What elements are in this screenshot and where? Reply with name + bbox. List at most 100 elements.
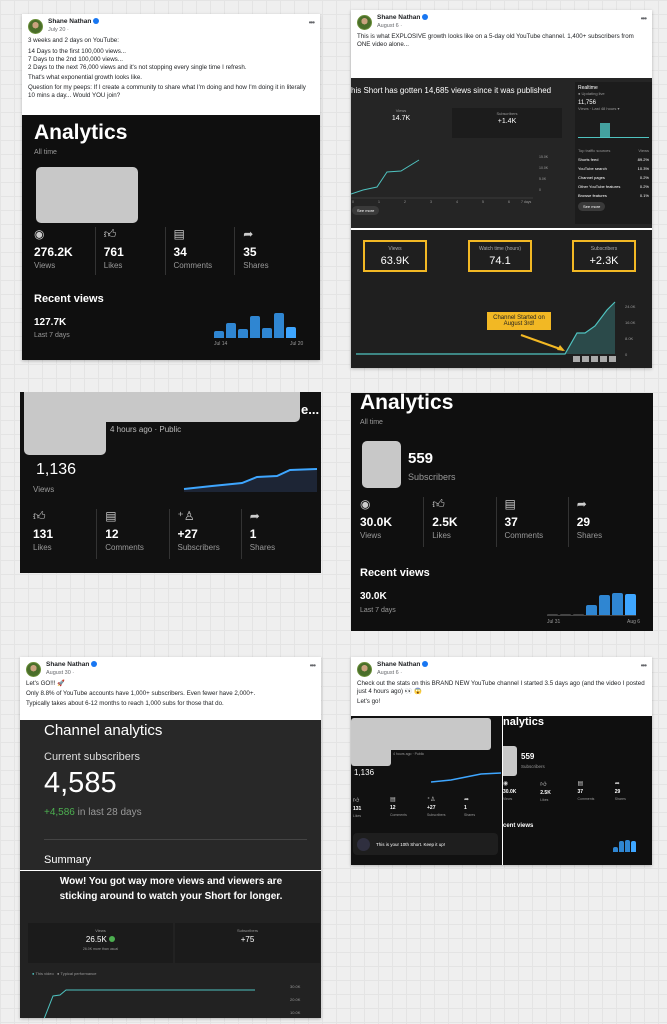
more-options-icon[interactable]: ••• xyxy=(308,18,315,27)
summary-heading: Summary xyxy=(44,854,92,866)
post-date[interactable]: August 6 · xyxy=(377,23,403,29)
realtime-period[interactable]: Views · Last 48 hours ▾ xyxy=(578,106,620,111)
stat-value: 29 xyxy=(576,515,591,529)
source-share: 0.2% xyxy=(639,184,649,189)
recent-views-period: Last 7 days xyxy=(360,607,396,614)
author-name[interactable]: Shane Nathan xyxy=(377,14,421,21)
more-options-icon[interactable]: ••• xyxy=(640,661,647,670)
recent-views-period: Last 7 days xyxy=(34,332,70,339)
page-dot[interactable] xyxy=(609,356,616,362)
traffic-source-row: YouTube search 10.3% xyxy=(578,166,649,171)
stat-label: Shares xyxy=(464,813,476,817)
avatar[interactable] xyxy=(28,18,43,34)
realtime-title: Realtime xyxy=(578,85,598,91)
author-name[interactable]: Shane Nathan xyxy=(48,18,92,25)
analytics-title: Analytics xyxy=(360,393,454,414)
post-date[interactable]: August 30 · xyxy=(46,670,75,676)
sparkline-line xyxy=(183,468,318,490)
sources-header-label: Top traffic sources xyxy=(578,148,611,153)
post-text: That's what exponential growth looks lik… xyxy=(28,74,142,81)
summary-headline: Wow! You got way more views and viewers … xyxy=(59,876,283,902)
post-date[interactable]: July 20 · xyxy=(48,27,69,33)
stat-value: 30.0K xyxy=(503,789,517,795)
stat-value: 37 xyxy=(577,789,584,795)
recent-views-bar xyxy=(547,614,558,615)
stat-value: 37 xyxy=(504,515,518,529)
metric-value: +2.3K xyxy=(589,255,619,267)
y-tick: 10.0K xyxy=(539,166,549,170)
stat-label: Likes xyxy=(33,543,52,552)
y-tick: 0 xyxy=(625,352,628,357)
more-options-icon[interactable]: ••• xyxy=(640,14,647,23)
thumb-icon: 👍︎ xyxy=(103,227,117,241)
source-name: Channel pages xyxy=(578,175,605,180)
stat-shares: ➦ 35 Shares xyxy=(234,227,304,275)
stat-value: 12 xyxy=(390,805,396,811)
post-text: Question for my peeps: If I create a com… xyxy=(28,84,306,99)
stat-likes: 👍︎ 2.5K Likes xyxy=(423,497,495,547)
pagination xyxy=(573,356,616,362)
stat-label: Comments xyxy=(390,813,407,817)
views-box: Views 14.7K xyxy=(351,108,451,138)
y-tick: 10.0K xyxy=(290,1010,301,1015)
verified-icon xyxy=(93,18,100,25)
video-meta: 4 hours ago · Public xyxy=(110,425,182,434)
views-line xyxy=(351,159,420,195)
recent-views-bar xyxy=(619,841,624,852)
stat-likes: 👍︎ 131 Likes xyxy=(33,509,96,559)
page-dot[interactable] xyxy=(591,356,598,362)
stat-likes: 👍︎ 761 Likes xyxy=(94,227,165,275)
subscribers-value: +1.4K xyxy=(497,118,517,125)
avatar[interactable] xyxy=(357,14,372,30)
author-name[interactable]: Shane Nathan xyxy=(46,661,90,668)
page-dot[interactable] xyxy=(573,356,580,362)
page-dot[interactable] xyxy=(600,356,607,362)
eye-icon: ◉ xyxy=(503,781,509,787)
avatar[interactable] xyxy=(26,661,41,677)
page-dot[interactable] xyxy=(582,356,589,362)
comment-icon: ▤ xyxy=(105,509,117,523)
post-text: Check out the stats on this BRAND NEW Yo… xyxy=(357,680,645,695)
person-add-icon: ⁺♙ xyxy=(427,797,436,803)
stat-value: 29 xyxy=(614,789,621,795)
comment-icon: ▤ xyxy=(577,781,584,787)
x-tick: 6 xyxy=(508,200,510,204)
more-options-icon[interactable]: ••• xyxy=(309,661,316,670)
stat-value: 131 xyxy=(33,527,54,541)
stats-row: 👍︎ 131 Likes ▤ 12 Comments ⁺♙ +27 Subscribers ➦ 1 S… xyxy=(33,509,313,559)
views-row: 26.5K xyxy=(28,935,173,944)
post-card-3: Shane Nathan August 30 · ••• Let's GO!!! … xyxy=(20,657,321,1018)
x-tick: 7 days xyxy=(521,200,532,204)
subscriber-delta: +4,586 in last 28 days xyxy=(44,807,142,818)
current-subscribers-value: 4,585 xyxy=(44,767,117,799)
recent-views-bar xyxy=(262,328,272,338)
realtime-see-more-button[interactable]: See more xyxy=(578,202,606,211)
sources-header: Top traffic sources Views xyxy=(578,148,649,153)
metric-label: Views xyxy=(388,246,402,252)
stat-value: +27 xyxy=(177,527,198,541)
x-tick: 1 xyxy=(378,200,380,204)
stat-comments: ▤ 12 Comments xyxy=(390,796,427,818)
x-start-label: Jul 14 xyxy=(214,341,228,347)
see-more-button[interactable]: See more xyxy=(352,206,380,215)
post-text: 14 Days to the first 100,000 views... xyxy=(28,48,127,55)
post-text: 7 Days to the 2nd 100,000 views... xyxy=(28,56,123,63)
source-share: 89.2% xyxy=(637,157,649,162)
channel-analytics-screenshot: Channel analytics Current subscribers 4,… xyxy=(20,720,321,870)
stat-label: Views xyxy=(34,261,56,270)
recent-views-chart xyxy=(214,311,296,338)
stat-label: Shares xyxy=(243,261,269,270)
traffic-source-row: Browse features 0.1% xyxy=(578,193,649,198)
author-name[interactable]: Shane Nathan xyxy=(377,661,421,668)
avatar[interactable] xyxy=(357,661,372,677)
views-value: 14.7K xyxy=(391,115,411,122)
thumb-icon: 👍︎ xyxy=(33,509,46,523)
post-header: Shane Nathan August 30 · ••• Let's GO!!! … xyxy=(20,657,321,712)
post-text: Let's GO!!! 🚀 xyxy=(26,680,65,687)
post-date[interactable]: August 6 · xyxy=(377,670,403,676)
post-text: 2 Days to the next 76,000 views and it's… xyxy=(28,64,247,71)
video-stats-screenshot: e... 4 hours ago · Public 1,136 Views 👍︎… xyxy=(20,392,321,573)
share-icon: ➦ xyxy=(464,797,470,803)
post-text: Only 8.8% of YouTube accounts have 1,000… xyxy=(26,690,256,697)
y-tick: 24.0K xyxy=(625,304,636,309)
